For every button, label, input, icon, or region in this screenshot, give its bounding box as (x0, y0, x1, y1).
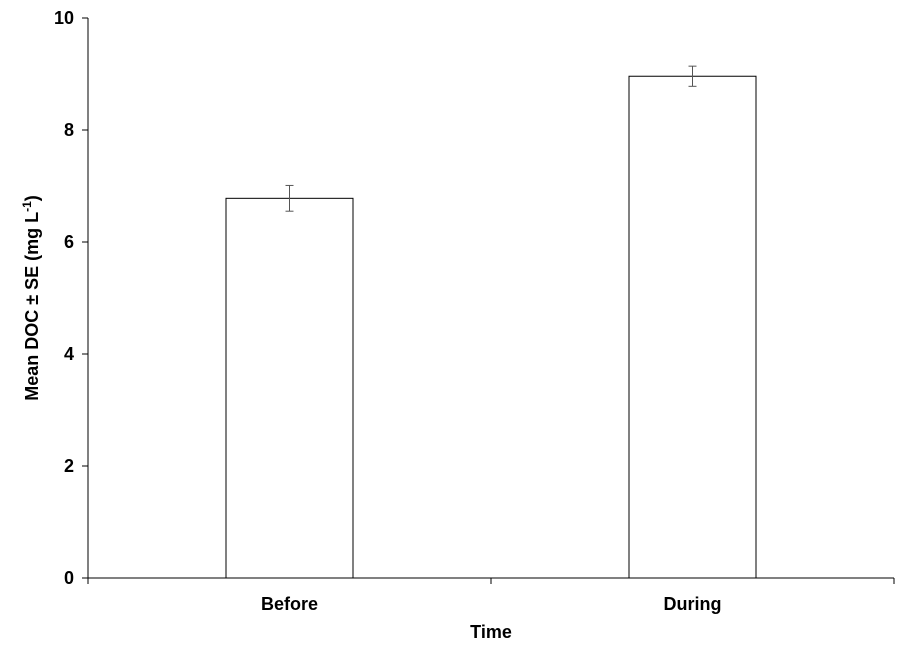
plot-area (225, 65, 757, 579)
x-tick-label: Before (261, 594, 318, 614)
y-tick-label: 8 (64, 120, 74, 140)
error-bar-during (688, 65, 697, 87)
y-axis-title: Mean DOC ± SE (mg L-1) (20, 195, 42, 401)
y-axis-title-superscript: -1 (20, 201, 34, 212)
y-tick-label: 10 (54, 8, 74, 28)
y-axis-title-close: ) (22, 195, 42, 201)
axes: Before During 0 2 4 6 8 10 (54, 8, 895, 614)
x-axis-title: Time (470, 622, 512, 642)
y-tick-label: 6 (64, 232, 74, 252)
y-tick-label: 0 (64, 568, 74, 588)
y-tick-label: 2 (64, 456, 74, 476)
bar-before (225, 197, 354, 579)
x-tick-label: During (664, 594, 722, 614)
error-bar-before (285, 184, 294, 212)
bar-during (628, 75, 757, 579)
y-axis-title-main: Mean DOC ± SE (mg L (22, 212, 42, 401)
y-tick-label: 4 (64, 344, 74, 364)
